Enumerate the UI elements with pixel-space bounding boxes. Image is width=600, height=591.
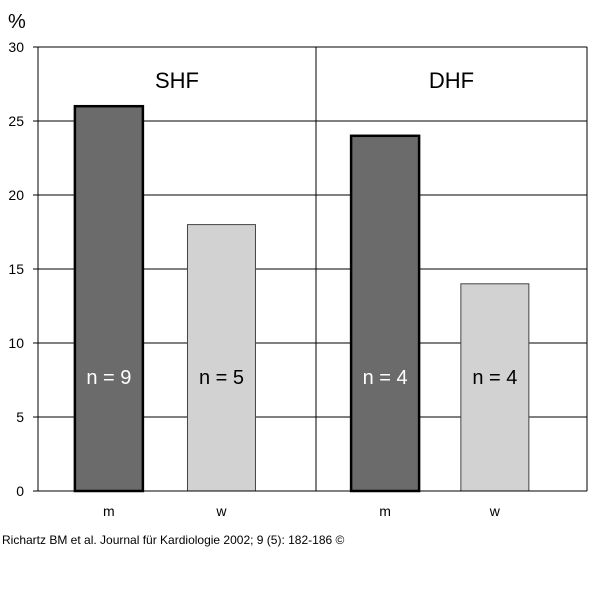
bar-data-label: n = 4 — [472, 367, 517, 389]
bars — [73, 104, 530, 493]
x-category-label: m — [379, 503, 391, 519]
bar-data-label: n = 5 — [199, 367, 244, 389]
bar — [73, 104, 145, 493]
bar-data-label: n = 9 — [86, 367, 131, 389]
y-tick-label: 20 — [8, 187, 24, 203]
source-citation: Richartz BM et al. Journal für Kardiolog… — [2, 533, 345, 547]
y-tick-label: 15 — [8, 261, 24, 277]
x-category-label: w — [215, 503, 227, 519]
axes — [33, 46, 587, 492]
y-tick-label: 10 — [8, 335, 24, 351]
group-title: DHF — [429, 68, 474, 93]
y-tick-label: 0 — [16, 483, 24, 499]
x-category-label: w — [489, 503, 501, 519]
bar-chart: 0 5 10 15 20 25 30% SHF n = 9 m n = 5 w DHF n = 4 m n =… — [8, 11, 588, 519]
bar — [186, 224, 256, 492]
y-tick-label: 5 — [16, 409, 24, 425]
group-title: SHF — [155, 68, 199, 93]
y-tick-label: 30 — [8, 39, 24, 55]
y-tick-label: 25 — [8, 113, 24, 129]
bar — [349, 134, 421, 493]
x-category-label: m — [103, 503, 115, 519]
bar — [460, 283, 530, 492]
labels: 0 5 10 15 20 25 30% SHF n = 9 m n = 5 w DHF n = 4 m n =… — [8, 11, 517, 519]
y-axis-unit-label: % — [8, 11, 26, 33]
bar-data-label: n = 4 — [363, 367, 408, 389]
